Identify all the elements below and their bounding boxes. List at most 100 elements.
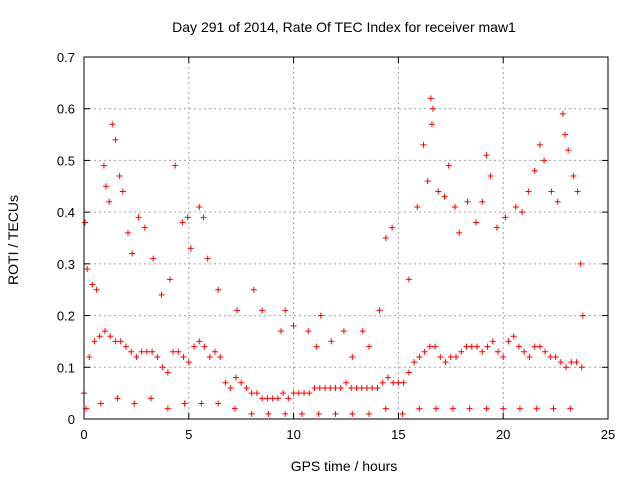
data-point [349, 410, 356, 417]
data-point [399, 410, 406, 417]
data-point [557, 359, 564, 366]
data-point [306, 390, 313, 397]
data-point [437, 353, 444, 360]
data-point [215, 400, 222, 407]
data-point [531, 167, 538, 174]
data-point [158, 291, 165, 298]
data-point [432, 343, 439, 350]
data-point [489, 338, 496, 345]
data-point [191, 343, 198, 350]
data-point [416, 405, 423, 412]
data-point [400, 379, 407, 386]
data-point [395, 379, 402, 386]
data-point [547, 353, 554, 360]
data-point [117, 338, 124, 345]
data-point [525, 188, 532, 195]
data-point [536, 141, 543, 148]
data-point [382, 405, 389, 412]
data-point [390, 379, 397, 386]
data-point [442, 359, 449, 366]
data-point [234, 307, 241, 314]
data-point [483, 405, 490, 412]
data-point [449, 405, 456, 412]
data-point [180, 353, 187, 360]
data-point [215, 286, 222, 293]
data-point [232, 374, 239, 381]
data-point [416, 353, 423, 360]
x-axis-ticks: 0 5 10 15 20 25 [80, 57, 615, 442]
data-point [201, 343, 208, 350]
data-point [217, 353, 224, 360]
y-axis-label: ROTI / TECUs [5, 195, 21, 285]
data-point [337, 384, 344, 391]
data-point [429, 105, 436, 112]
data-point [568, 359, 575, 366]
data-point [82, 219, 89, 226]
data-point [565, 147, 572, 154]
data-point [269, 395, 276, 402]
data-point [358, 384, 365, 391]
data-point [253, 390, 260, 397]
data-point [128, 348, 135, 355]
x-tick-label: 15 [391, 427, 405, 442]
data-point [573, 359, 580, 366]
data-point [86, 353, 93, 360]
y-tick-label: 0.4 [57, 205, 75, 220]
chart-title: Day 291 of 2014, Rate Of TEC Index for r… [172, 19, 516, 35]
data-point [200, 214, 207, 221]
data-point [327, 384, 334, 391]
data-point [285, 395, 292, 402]
data-point [563, 364, 570, 371]
data-point [133, 353, 140, 360]
data-point [103, 183, 110, 190]
y-tick-label: 0.7 [57, 50, 75, 65]
data-point [548, 188, 555, 195]
data-point [487, 172, 494, 179]
y-tick-label: 0.5 [57, 153, 75, 168]
data-point [366, 410, 373, 417]
data-point [433, 405, 440, 412]
x-tick-label: 5 [185, 427, 192, 442]
data-point [479, 198, 486, 205]
data-point [311, 384, 318, 391]
data-point [435, 188, 442, 195]
data-point [170, 348, 177, 355]
data-point [313, 343, 320, 350]
data-point [567, 405, 574, 412]
data-point [458, 348, 465, 355]
data-point [204, 255, 211, 262]
data-point [424, 178, 431, 185]
data-point [97, 400, 104, 407]
data-point [125, 229, 132, 236]
data-point [574, 188, 581, 195]
data-point [274, 395, 281, 402]
data-point [280, 390, 287, 397]
data-point [483, 152, 490, 159]
data-point [187, 245, 194, 252]
data-point [389, 224, 396, 231]
data-point [206, 353, 213, 360]
data-point [451, 203, 458, 210]
data-point [493, 224, 500, 231]
data-point [340, 328, 347, 335]
y-tick-label: 0.6 [57, 102, 75, 117]
data-point [143, 348, 150, 355]
data-point [317, 312, 324, 319]
data-point [348, 384, 355, 391]
data-point [474, 343, 480, 350]
data-point [148, 395, 155, 402]
data-point [248, 390, 255, 397]
data-point [456, 229, 463, 236]
data-point [526, 353, 533, 360]
data-point [298, 410, 305, 417]
data-point [185, 359, 192, 366]
data-point [382, 235, 389, 241]
data-point [114, 395, 121, 402]
data-point [198, 400, 205, 407]
data-point [149, 348, 156, 355]
data-point [166, 276, 173, 283]
data-point [453, 353, 460, 360]
y-tick-label: 0.1 [57, 360, 75, 375]
data-point [468, 343, 475, 350]
data-point [536, 343, 543, 350]
